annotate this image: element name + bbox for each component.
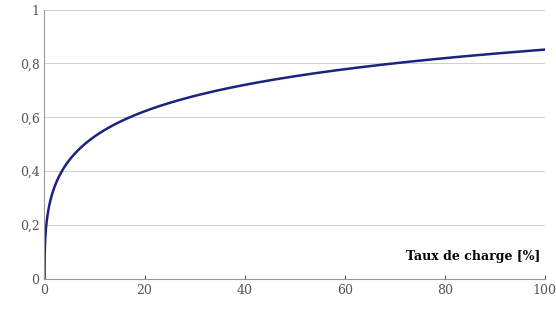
Text: Taux de charge [%]: Taux de charge [%] — [405, 250, 540, 263]
